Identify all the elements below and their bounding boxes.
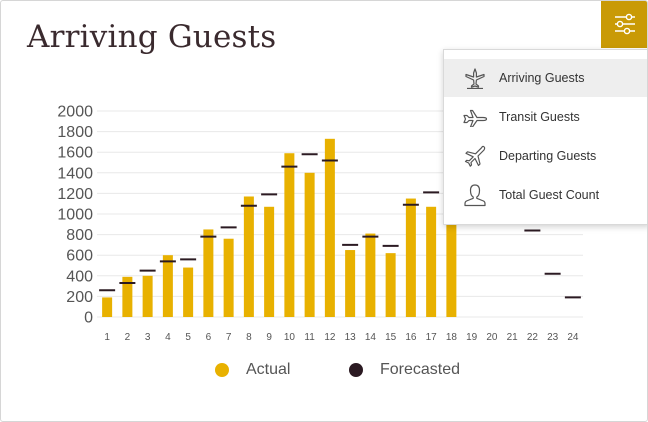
guest-type-menu: Arriving Guests Transit Guests Departing… [443,49,647,225]
x-tick-label: 24 [567,332,579,343]
x-tick-label: 12 [324,332,336,343]
y-tick-label: 2000 [57,104,93,121]
actual-bar [405,198,416,317]
x-tick-label: 3 [145,332,151,343]
legend-forecasted[interactable]: Forecasted [349,361,460,379]
x-tick-label: 21 [507,332,519,343]
y-tick-label: 800 [66,227,93,244]
arriving-plane-icon [462,65,488,91]
transit-plane-icon [462,104,488,130]
y-tick-label: 0 [84,310,93,327]
x-tick-label: 10 [284,332,296,343]
y-tick-label: 1200 [57,186,93,203]
menu-item-total-guest-count[interactable]: Total Guest Count [444,176,647,214]
y-tick-label: 1600 [57,145,93,162]
legend-forecasted-swatch [349,363,363,377]
x-tick-label: 13 [345,332,357,343]
actual-bar [446,224,457,317]
x-tick-label: 22 [527,332,539,343]
legend-actual-label: Actual [246,361,291,378]
x-tick-label: 4 [165,332,171,343]
actual-bar [324,138,335,317]
page-title: Arriving Guests [27,19,277,55]
x-tick-label: 7 [226,332,232,343]
actual-bar [365,233,376,317]
x-tick-label: 6 [206,332,212,343]
x-tick-label: 11 [304,332,315,343]
x-tick-label: 9 [266,332,272,343]
menu-item-label: Departing Guests [499,149,597,163]
menu-item-label: Arriving Guests [499,71,585,85]
filter-menu-button[interactable] [601,1,647,48]
actual-bar [426,206,437,317]
menu-item-label: Transit Guests [499,110,580,124]
y-tick-label: 1800 [57,124,93,141]
actual-bar [243,196,254,317]
legend-actual-swatch [215,363,229,377]
actual-bar [223,238,234,317]
actual-bar [162,255,173,317]
sliders-icon [615,13,635,35]
menu-item-arriving-guests[interactable]: Arriving Guests [444,59,647,97]
x-tick-label: 1 [104,332,110,343]
x-tick-label: 23 [547,332,559,343]
actual-bar [142,275,153,317]
menu-item-transit-guests[interactable]: Transit Guests [444,98,647,136]
y-tick-label: 1000 [57,207,93,224]
x-tick-label: 18 [446,332,458,343]
x-tick-label: 16 [405,332,417,343]
x-tick-label: 14 [365,332,377,343]
legend-actual[interactable]: Actual [215,361,290,379]
menu-item-label: Total Guest Count [499,188,600,202]
actual-bar [203,229,214,317]
person-icon [462,182,488,208]
x-tick-label: 20 [486,332,498,343]
chart-legend: Actual Forecasted [1,361,647,385]
actual-bar [122,276,133,317]
y-tick-label: 400 [66,268,93,285]
y-tick-label: 600 [66,248,93,265]
x-tick-label: 2 [125,332,131,343]
actual-bar [264,206,275,317]
actual-bar [284,153,295,317]
x-tick-label: 8 [246,332,252,343]
actual-bar [385,253,396,317]
x-tick-label: 19 [466,332,478,343]
departing-plane-icon [462,143,488,169]
x-tick-label: 15 [385,332,397,343]
actual-bar [345,250,356,317]
y-tick-label: 200 [66,289,93,306]
x-tick-label: 17 [426,332,438,343]
actual-bar [102,297,113,317]
x-tick-label: 5 [185,332,191,343]
actual-bar [183,267,194,317]
actual-bar [304,172,315,317]
legend-forecasted-label: Forecasted [380,361,461,378]
y-tick-label: 1400 [57,165,93,182]
menu-item-departing-guests[interactable]: Departing Guests [444,137,647,175]
